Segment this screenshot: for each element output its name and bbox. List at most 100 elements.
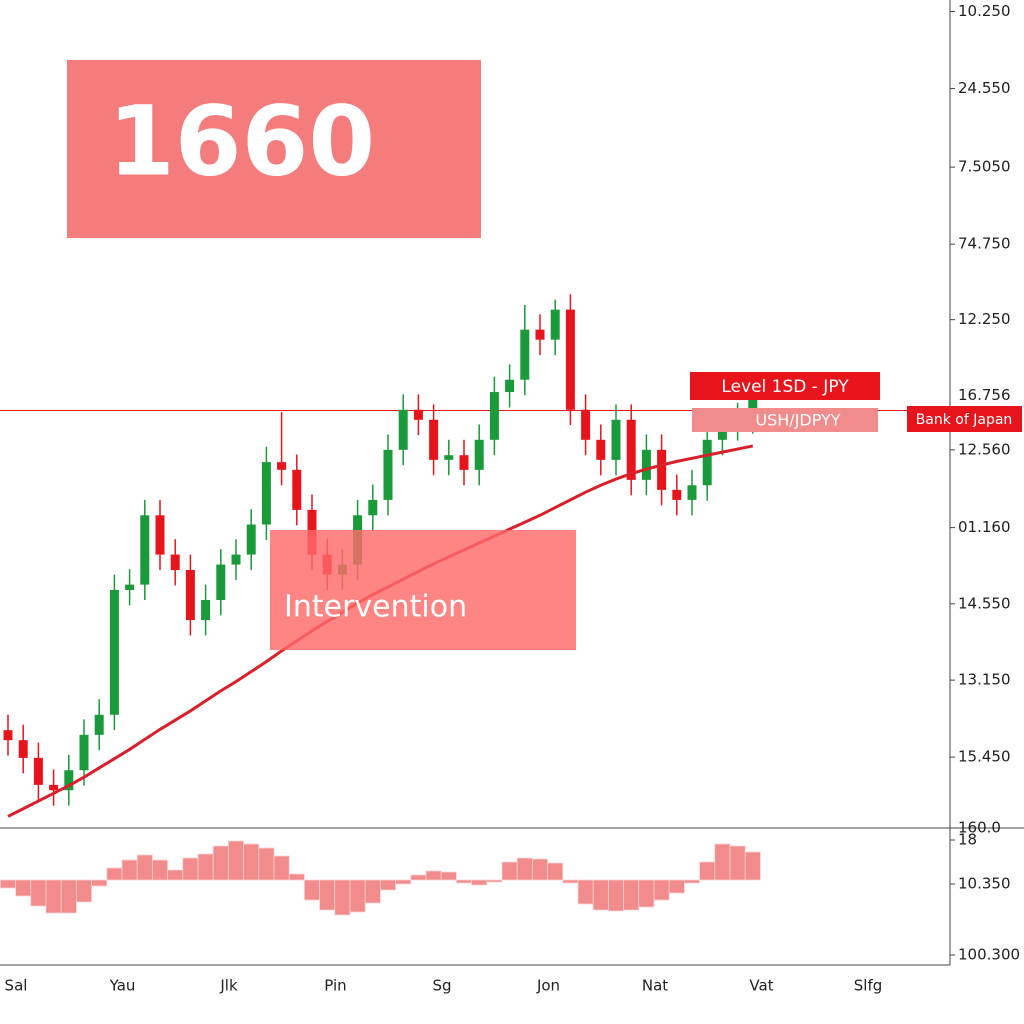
y2-tick-label: 10.350	[958, 875, 1011, 893]
histogram-bar	[349, 879, 366, 913]
candle-body	[611, 419, 621, 460]
y-tick-label: 01.160	[958, 518, 1011, 536]
candle-body	[18, 740, 28, 758]
candle-body	[717, 425, 727, 440]
candle-body	[170, 554, 180, 570]
y2-tick-label: 100.300	[958, 946, 1020, 964]
x-tick-label: Jlk	[219, 977, 238, 995]
histogram-bar	[136, 854, 153, 881]
title-box	[67, 60, 481, 238]
histogram-bar	[273, 855, 290, 881]
histogram-bar	[547, 862, 564, 881]
candle-body	[444, 455, 454, 460]
y-tick-label: 14.550	[958, 594, 1011, 612]
histogram-bar	[744, 851, 761, 881]
x-tick-label: Jon	[536, 977, 560, 995]
histogram-bar	[440, 871, 457, 881]
histogram-bar	[60, 879, 77, 914]
y-tick-label: 12.560	[958, 440, 1011, 458]
histogram-bar	[15, 879, 32, 897]
annotation-box	[270, 530, 576, 650]
histogram-bar	[334, 879, 351, 916]
x-tick-label: Sg	[432, 977, 451, 995]
x-tick-label: Pin	[324, 977, 346, 995]
histogram-bar	[684, 879, 701, 884]
candle-body	[109, 589, 119, 715]
histogram-bar	[197, 853, 214, 881]
candle-body	[125, 584, 135, 590]
candle-body	[49, 784, 59, 791]
y-tick-label: 15.450	[958, 748, 1011, 766]
bank-box	[907, 406, 1022, 432]
candle-body	[3, 730, 13, 741]
candle-body	[292, 469, 302, 510]
candle-body	[596, 439, 606, 460]
candle-body	[429, 419, 439, 460]
annotation: Intervention	[284, 590, 467, 625]
candle-body	[64, 770, 74, 791]
candle-body	[261, 462, 271, 525]
candle-body	[216, 564, 226, 601]
histogram-bar	[653, 879, 670, 901]
x-tick-label: Yau	[109, 977, 136, 995]
y-tick-label: 13.150	[958, 671, 1011, 689]
histogram-bar	[379, 879, 396, 891]
histogram-bar	[623, 879, 640, 911]
candle-body	[94, 714, 104, 735]
histogram-bar	[45, 879, 62, 914]
candle-body	[277, 462, 287, 470]
histogram-bar	[167, 869, 184, 881]
histogram-bar	[699, 861, 716, 881]
candle-body	[413, 409, 423, 420]
histogram-bar	[425, 870, 442, 881]
histogram-bar	[91, 879, 108, 887]
candle-body	[657, 449, 667, 490]
candle-body	[368, 499, 378, 516]
histogram-bar	[319, 879, 336, 911]
chart-title: 1660	[108, 85, 375, 197]
candle-body	[641, 449, 651, 480]
x-tick-label: Slfg	[854, 977, 883, 995]
histogram-bar	[714, 843, 731, 881]
histogram-bar	[182, 857, 199, 881]
histogram-bar	[0, 879, 16, 889]
y-tick-label: 12.250	[958, 310, 1011, 328]
bank-label: Bank of Japan	[916, 412, 1013, 428]
x-tick-label: Vat	[749, 977, 773, 995]
histogram-bar	[303, 879, 320, 901]
histogram-bar	[577, 879, 594, 905]
candle-body	[459, 455, 469, 470]
candle-body	[626, 419, 636, 480]
candle-body	[140, 515, 150, 585]
candle-body	[550, 309, 560, 340]
histogram-bar	[395, 879, 412, 885]
level-box	[690, 372, 880, 400]
level-label: Level 1SD - JPY	[721, 377, 849, 397]
y-tick-label: 24.550	[958, 79, 1011, 97]
histogram-bar	[668, 879, 685, 894]
x-tick-label: Nat	[642, 977, 668, 995]
x-tick-label: Sal	[5, 977, 28, 995]
histogram-bar	[592, 879, 609, 911]
histogram-bar	[227, 840, 244, 881]
histogram-bar	[364, 879, 381, 904]
reference-label: 16.756	[958, 386, 1011, 404]
histogram-bar	[608, 879, 625, 912]
histogram-bar	[486, 879, 503, 883]
histogram-bar	[243, 843, 260, 881]
y2-tick-label: 18	[958, 831, 977, 849]
pair-label: USH/JDPYY	[755, 411, 840, 430]
y-tick-label: 74.750	[958, 235, 1011, 253]
candle-body	[565, 309, 575, 410]
candle-body	[687, 485, 697, 500]
y-tick-label: 160.0	[958, 819, 1001, 837]
candle-body	[185, 569, 195, 621]
candle-body	[474, 439, 484, 470]
histogram-bar	[562, 879, 579, 884]
y-tick-label: 7.5050	[958, 158, 1011, 176]
histogram-bar	[516, 857, 533, 881]
candle-body	[33, 757, 43, 785]
candle-body	[201, 600, 211, 621]
histogram-bar	[288, 873, 305, 881]
histogram-bar	[638, 879, 655, 908]
